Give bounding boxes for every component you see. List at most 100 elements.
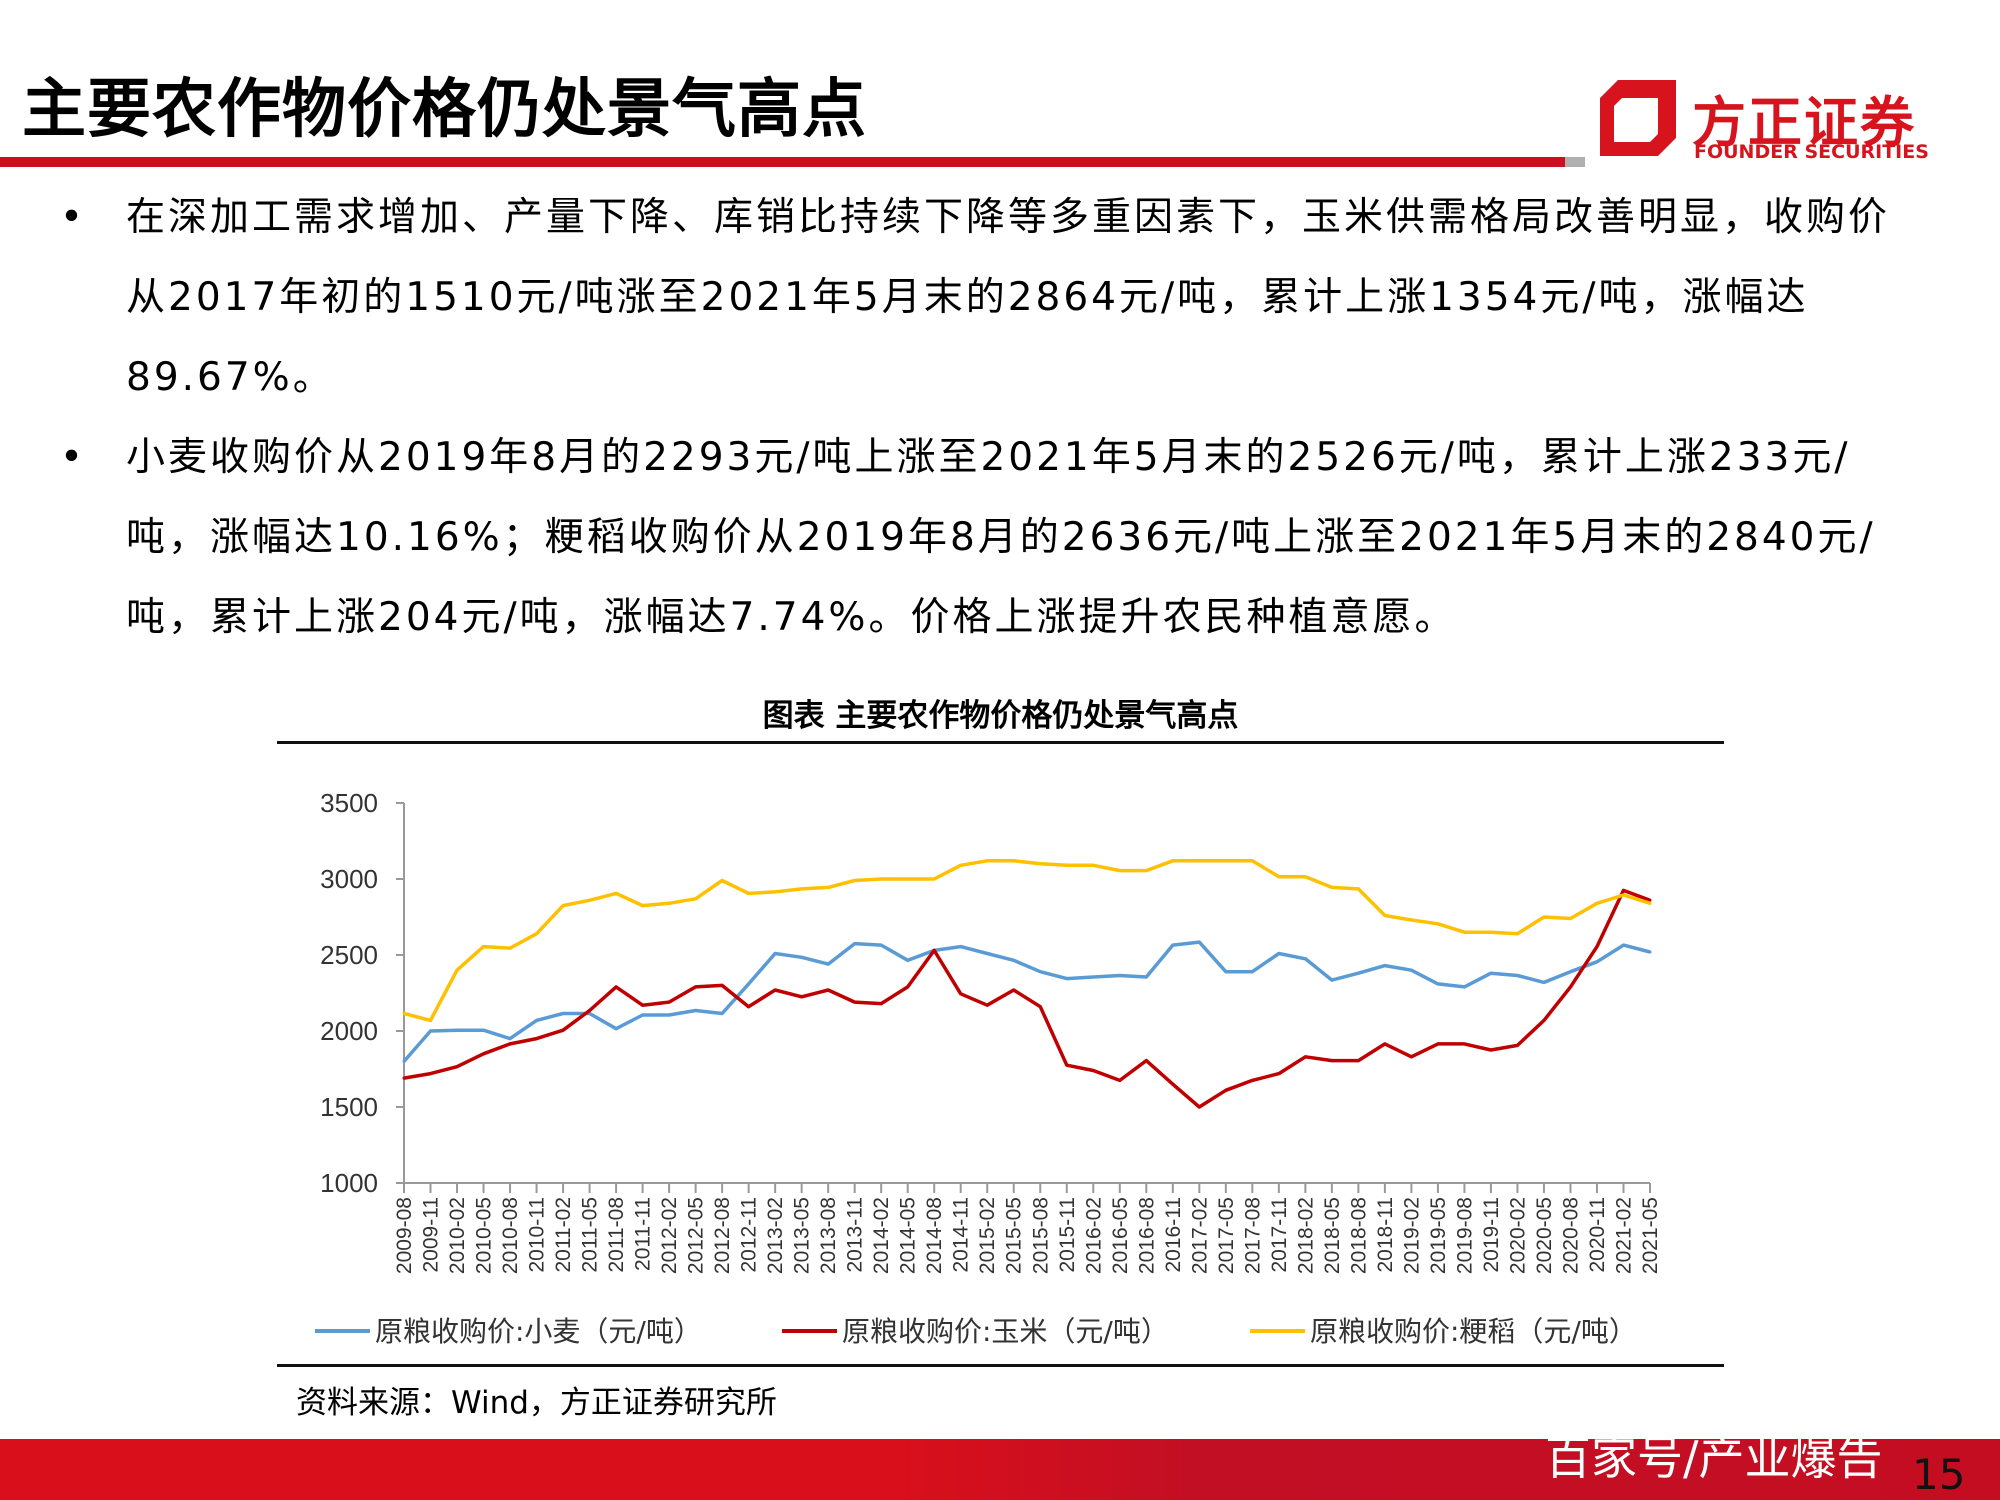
bullet-item: • 小麦收购价从2019年8月的2293元/吨上涨至2021年5月末的2526元… — [60, 418, 1890, 658]
data-point — [720, 879, 724, 883]
data-point — [1383, 913, 1387, 917]
data-point — [1515, 1043, 1519, 1047]
legend-label: 原粮收购价:玉米（元/吨） — [842, 1315, 1169, 1348]
x-tick-label: 2017-02 — [1188, 1197, 1211, 1274]
data-point — [800, 995, 804, 999]
bullet-dot: • — [60, 195, 87, 240]
x-tick-label: 2014-05 — [897, 1197, 920, 1274]
x-tick-label: 2013-08 — [817, 1197, 840, 1274]
data-point — [1250, 970, 1254, 974]
data-point — [641, 904, 645, 908]
x-tick-label: 2018-05 — [1321, 1197, 1344, 1274]
data-point — [1038, 862, 1042, 866]
legend-label: 原粮收购价:小麦（元/吨） — [375, 1315, 702, 1348]
data-point — [1542, 1018, 1546, 1022]
data-point — [402, 1059, 406, 1063]
x-tick-label: 2010-08 — [499, 1197, 522, 1274]
data-point — [906, 985, 910, 989]
data-point — [1621, 888, 1625, 892]
y-tick-label: 3500 — [320, 788, 378, 818]
data-point — [1621, 893, 1625, 897]
x-tick-label: 2020-05 — [1533, 1197, 1556, 1274]
data-point — [1383, 964, 1387, 968]
x-tick-label: 2013-02 — [764, 1197, 787, 1274]
data-point — [1171, 943, 1175, 947]
data-point — [1197, 1105, 1201, 1109]
data-point — [1542, 915, 1546, 919]
data-point — [985, 951, 989, 955]
data-point — [826, 962, 830, 966]
data-point — [694, 897, 698, 901]
logo-mark-icon — [1600, 80, 1676, 156]
data-point — [1303, 875, 1307, 879]
data-point — [1330, 885, 1334, 889]
x-tick-label: 2012-11 — [738, 1197, 761, 1273]
series-line-0 — [402, 940, 1651, 1063]
data-point — [1489, 1048, 1493, 1052]
data-point — [1648, 950, 1652, 954]
data-point — [1621, 943, 1625, 947]
data-point — [1012, 988, 1016, 992]
data-point — [1462, 1042, 1466, 1046]
data-point — [826, 885, 830, 889]
data-point — [667, 1000, 671, 1004]
x-tick-label: 2010-05 — [473, 1197, 496, 1274]
data-point — [482, 1028, 486, 1032]
data-point — [720, 983, 724, 987]
x-tick-label: 2019-05 — [1427, 1197, 1450, 1274]
data-point — [1224, 1088, 1228, 1092]
data-point — [1330, 978, 1334, 982]
x-tick-label: 2017-08 — [1241, 1197, 1264, 1274]
data-point — [1277, 951, 1281, 955]
data-point — [1462, 930, 1466, 934]
data-point — [1648, 898, 1652, 902]
y-tick-label: 1000 — [320, 1168, 378, 1198]
x-tick-label: 2017-11 — [1268, 1197, 1291, 1273]
x-tick-label: 2013-05 — [791, 1197, 814, 1274]
data-point — [535, 932, 539, 936]
data-point — [1303, 1055, 1307, 1059]
watermark: 百家号/产业爆告 — [1545, 1431, 1883, 1485]
data-point — [853, 1000, 857, 1004]
data-point — [1065, 1063, 1069, 1067]
data-point — [1091, 1069, 1095, 1073]
x-tick-label: 2019-11 — [1480, 1197, 1503, 1273]
data-point — [959, 992, 963, 996]
data-point — [826, 988, 830, 992]
x-tick-label: 2015-02 — [976, 1197, 999, 1274]
data-point — [667, 901, 671, 905]
footer-bar — [0, 1439, 2000, 1500]
x-tick-label: 2018-11 — [1374, 1197, 1397, 1273]
data-point — [1356, 971, 1360, 975]
data-point — [1356, 1059, 1360, 1063]
data-point — [561, 1012, 565, 1016]
data-point — [1568, 917, 1572, 921]
bullet-text: 在深加工需求增加、产量下降、库销比持续下降等多重因素下，玉米供需格局改善明显，收… — [126, 195, 1891, 400]
data-point — [1091, 975, 1095, 979]
x-tick-label: 2017-05 — [1215, 1197, 1238, 1274]
data-point — [985, 859, 989, 863]
data-point — [773, 988, 777, 992]
data-point — [800, 955, 804, 959]
data-point — [1224, 970, 1228, 974]
data-point — [508, 946, 512, 950]
x-tick-label: 2011-08 — [605, 1197, 628, 1273]
x-tick-label: 2018-02 — [1294, 1197, 1317, 1274]
series-line-2 — [403, 859, 1651, 1023]
data-point — [1330, 1059, 1334, 1063]
x-tick-label: 2010-02 — [446, 1197, 469, 1274]
data-point — [1171, 1082, 1175, 1086]
data-point — [1118, 974, 1122, 978]
data-point — [1436, 922, 1440, 926]
x-tick-label: 2014-11 — [950, 1197, 973, 1273]
x-tick-label: 2011-02 — [552, 1197, 575, 1273]
data-point — [1489, 930, 1493, 934]
series-line-1 — [403, 888, 1651, 1109]
data-point — [1277, 1072, 1281, 1076]
x-tick-label: 2018-08 — [1347, 1197, 1370, 1274]
x-tick-label: 2016-02 — [1082, 1197, 1105, 1274]
data-point — [906, 958, 910, 962]
chart-title: 图表 主要农作物价格仍处景气高点 — [762, 698, 1239, 734]
x-tick-label: 2021-05 — [1639, 1197, 1662, 1274]
y-tick-label: 1500 — [320, 1092, 378, 1122]
